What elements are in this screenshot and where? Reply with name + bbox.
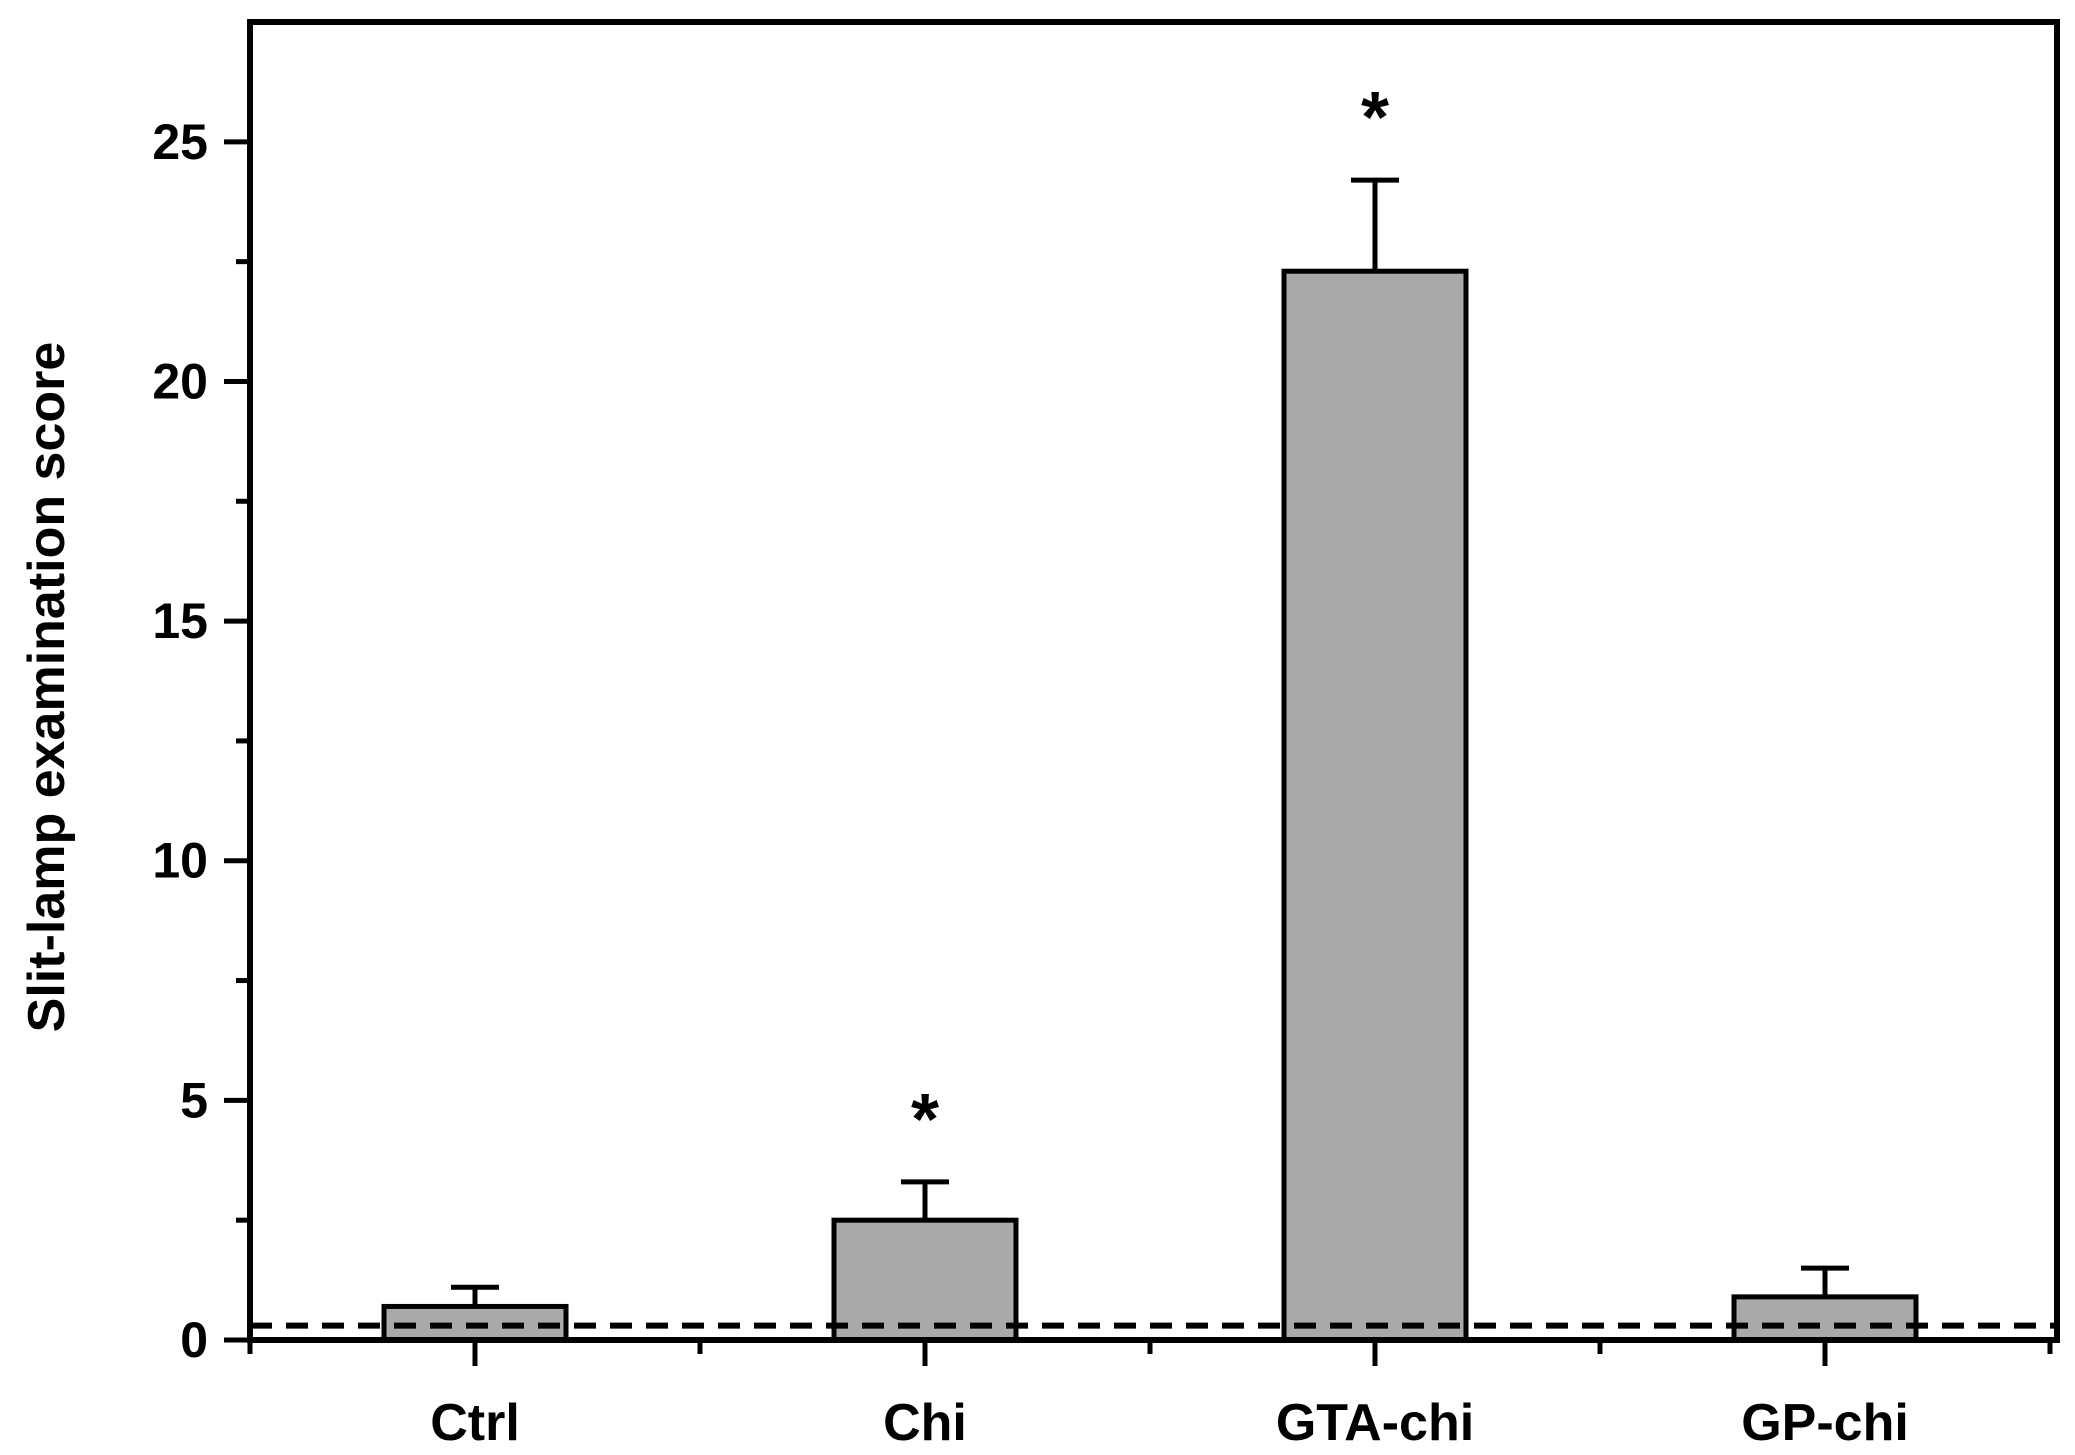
y-tick-label: 20: [152, 353, 208, 409]
x-tick-label-gta-chi: GTA-chi: [1276, 1394, 1474, 1452]
y-tick-label: 10: [152, 833, 208, 889]
plot-area: * * 0 5 10 15 20 25 Ctrl Chi GTA-chi GP-chi: [152, 19, 2060, 1452]
bar-gta-chi: [1281, 268, 1469, 1343]
y-tick-label: 15: [152, 593, 208, 649]
x-tick-label-gp-chi: GP-chi: [1741, 1394, 1909, 1452]
significance-marker-gta-chi: *: [1361, 78, 1389, 158]
x-tick-label-chi: Chi: [883, 1394, 967, 1452]
y-axis-title: Slit-lamp examination score: [18, 342, 76, 1033]
y-tick-label: 5: [180, 1072, 208, 1128]
bar-chi: [831, 1217, 1019, 1343]
y-tick-label: 25: [152, 114, 208, 170]
plot-frame: [247, 19, 2060, 1343]
x-tick-label-ctrl: Ctrl: [430, 1394, 520, 1452]
bar-gp-chi: [1731, 1294, 1919, 1343]
y-tick-label: 0: [180, 1312, 208, 1368]
significance-marker-chi: *: [911, 1080, 939, 1160]
